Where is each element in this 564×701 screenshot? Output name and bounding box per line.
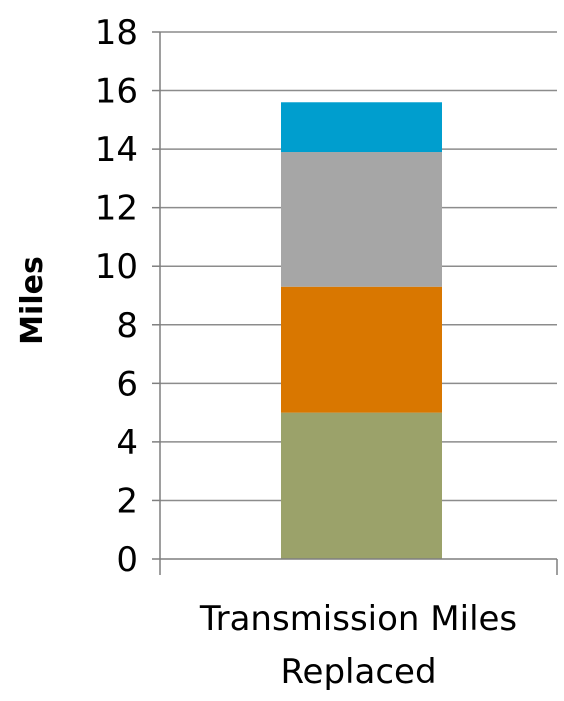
bar-stack [281,102,442,559]
x-category-label: Replaced [280,652,436,692]
y-tick-label: 8 [116,306,138,346]
y-tick-label: 4 [116,423,138,463]
y-tick-label: 16 [95,72,138,112]
y-tick-label: 2 [116,481,138,521]
x-category-label: Transmission Miles [199,599,517,639]
y-tick-label: 18 [95,13,138,53]
y-tick-labels: 0 2 4 6 8 10 12 14 16 18 [95,13,138,580]
axes [152,31,558,575]
bar-segment-2 [281,286,442,413]
y-tick-label: 6 [116,364,138,404]
x-category-labels: Transmission Miles Replaced [199,599,517,692]
bar-segment-3 [281,152,442,287]
bar-segment-4 [281,102,442,153]
y-axis-title: Miles [15,256,50,345]
y-tick-label: 12 [95,189,138,229]
y-tick-label: 0 [116,540,138,580]
y-tick-label: 14 [95,130,138,170]
y-tick-label: 10 [95,247,138,287]
bar-segment-1 [281,412,442,559]
